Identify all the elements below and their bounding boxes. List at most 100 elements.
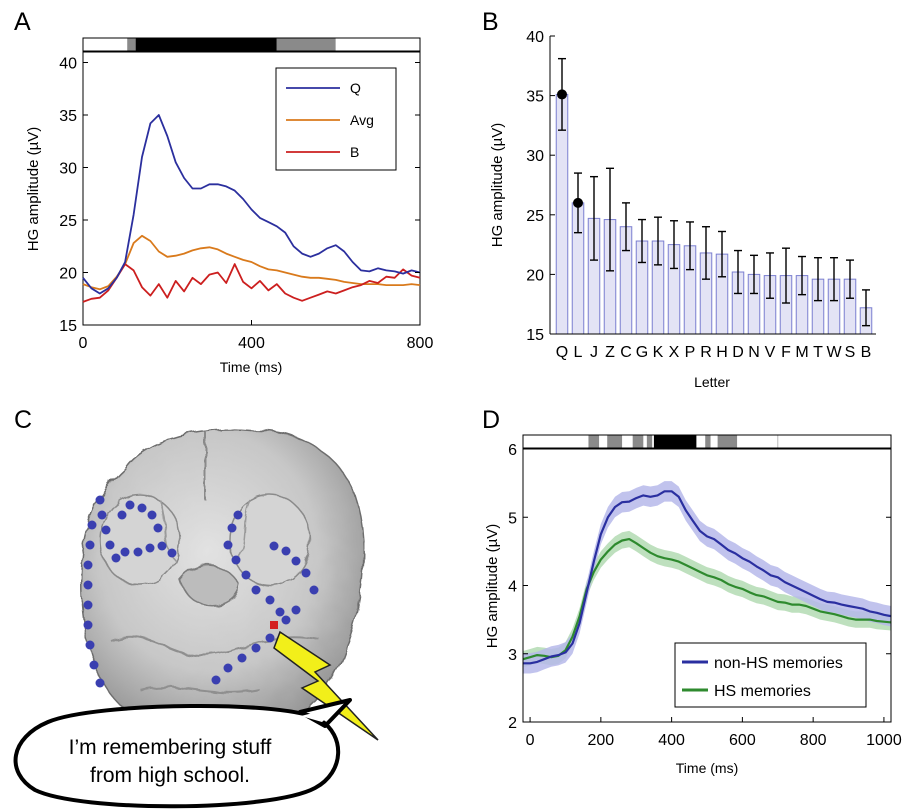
panel-a-ytick-label: 20	[59, 266, 77, 283]
panel-b-xtick-label-S: S	[845, 344, 856, 361]
panel-a-series-q	[82, 114, 421, 295]
panel-a-xtick-label: 800	[407, 335, 434, 352]
panel-b-xtick-label-C: C	[620, 344, 632, 361]
electrode-24	[233, 510, 243, 520]
panel-d-x-axis: 0 200 400 600 800 1000	[526, 717, 902, 749]
panel-d-series-nonhs	[523, 490, 892, 665]
electrode-14	[83, 600, 93, 610]
panel-b-xtick-label-T: T	[813, 344, 823, 361]
speech-bubble	[13, 698, 352, 809]
panel-a-xtick-label: 400	[238, 335, 265, 352]
panel-d-ytick-label: 3	[508, 647, 517, 664]
speech-bubble-tail-mask	[301, 706, 340, 722]
panel-a-ytick-label: 30	[59, 161, 77, 178]
electrode-11	[85, 540, 95, 550]
electrode-16	[85, 640, 95, 650]
electrode-20	[125, 500, 135, 510]
electrode-12	[83, 560, 93, 570]
electrode-9	[167, 548, 177, 558]
electrode-41	[237, 653, 247, 663]
panel-a-legend-label-q: Q	[350, 80, 361, 96]
electrode-35	[301, 568, 311, 578]
panel-d-xtick-label: 800	[800, 732, 827, 749]
electrode-21	[137, 503, 147, 513]
panel-d-significance-bar	[522, 434, 892, 449]
electrode-18	[95, 678, 105, 688]
electrode-7	[145, 543, 155, 553]
panel-d-xtick-label: 400	[658, 732, 685, 749]
electrode-28	[241, 570, 251, 580]
panel-a-sig-segment-4	[335, 38, 420, 51]
panel-d-legend-label-nonhs: non-HS memories	[714, 655, 843, 672]
panel-a-sig-segment-2	[135, 38, 277, 51]
panel-b-xtick-label-R: R	[700, 344, 712, 361]
panel-d-xtick-label: 200	[587, 732, 614, 749]
panel-d-y-axis: 2 3 4 5 6	[508, 442, 891, 732]
panel-b-xtick-label-W: W	[826, 344, 842, 361]
panel-b-x-axis-label: Letter	[694, 374, 730, 390]
panel-b-ytick-label: 25	[526, 208, 544, 225]
electrode-2	[101, 525, 111, 535]
panel-d-ytick-label: 5	[508, 510, 517, 527]
electrode-29	[251, 585, 261, 595]
panel-b-ytick-label: 35	[526, 89, 544, 106]
speech-text-line-2: from high school.	[90, 764, 250, 787]
electrode-40	[251, 643, 261, 653]
panel-b-ytick-label: 20	[526, 267, 544, 284]
panel-label-a: A	[14, 8, 31, 36]
speech-text-line-1: I’m remembering stuff	[69, 736, 272, 759]
panel-d-sig-segment-1	[607, 435, 623, 448]
panel-d-x-axis-label: Time (ms)	[676, 760, 738, 776]
electrode-23	[153, 523, 163, 533]
panel-d-legend-label-hs: HS memories	[714, 683, 811, 700]
panel-d-sig-frame	[522, 434, 892, 449]
panel-b-xtick-label-L: L	[574, 344, 583, 361]
panel-d-sig-segment-3	[646, 435, 653, 448]
panel-b-xtick-label-D: D	[732, 344, 744, 361]
electrode-4	[111, 553, 121, 563]
panel-a-ytick-label: 25	[59, 213, 77, 230]
panel-a-significance-bar	[82, 37, 421, 52]
electrode-grid	[83, 495, 319, 688]
panel-b-point-L	[573, 197, 583, 208]
electrode-39	[265, 633, 275, 643]
panel-d-xtick-label: 600	[729, 732, 756, 749]
panel-b-ytick-label: 30	[526, 148, 544, 165]
panel-b-bars	[555, 57, 873, 335]
panel-d-sig-segment-4	[653, 435, 697, 448]
panel-d-ytick-label: 2	[508, 715, 517, 732]
panel-d-sig-segment-2	[632, 435, 644, 448]
electrode-34	[291, 556, 301, 566]
panel-b-ytick-label: 40	[526, 29, 544, 46]
panel-a-legend-box	[275, 67, 397, 171]
panel-b-xtick-label-G: G	[636, 344, 648, 361]
electrode-37	[291, 605, 301, 615]
electrode-0	[95, 495, 105, 505]
electrode-38	[281, 615, 291, 625]
panel-d-sig-segment-6	[717, 435, 738, 448]
panel-b-xtick-label-V: V	[765, 344, 776, 361]
electrode-3	[105, 540, 115, 550]
panel-b-xtick-label-Q: Q	[556, 344, 568, 361]
electrode-10	[87, 520, 97, 530]
panel-a-series-b	[82, 263, 421, 303]
panel-c-brain-illustration: I’m remembering stuff from high school.	[13, 428, 379, 809]
electrode-31	[275, 607, 285, 617]
panel-d-sig-segment-5	[705, 435, 711, 448]
panel-b-xtick-label-J: J	[590, 344, 598, 361]
electrode-5	[120, 547, 130, 557]
electrode-43	[211, 675, 221, 685]
panel-b-y-axis: 15 20 25 30 35 40	[526, 29, 555, 344]
electrode-30	[265, 595, 275, 605]
panel-a-x-axis-label: Time (ms)	[220, 359, 282, 375]
electrode-17	[89, 660, 99, 670]
panel-d-ytick-label: 4	[508, 579, 517, 596]
electrode-22	[147, 510, 157, 520]
panel-a-ytick-label: 15	[59, 318, 77, 335]
electrode-15	[83, 620, 93, 630]
panel-a-chart: 15 20 25 30 35 40 0 400 800 Time (ms) HG amplit…	[25, 37, 434, 375]
electrode-26	[223, 540, 233, 550]
